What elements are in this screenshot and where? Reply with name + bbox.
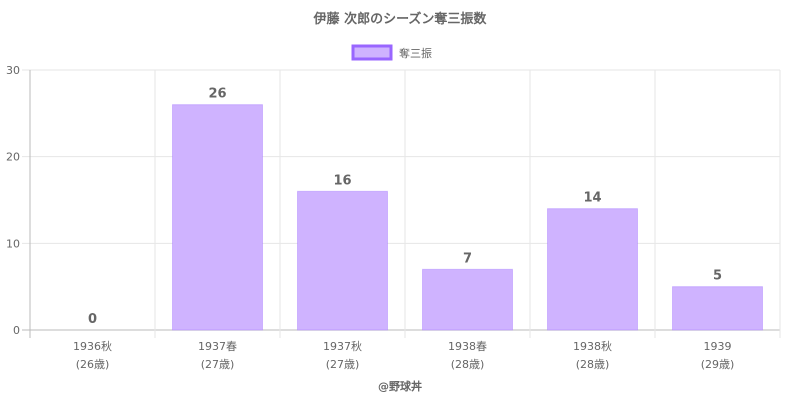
y-tick-label: 30 [6,64,20,77]
chart-title: 伊藤 次郎のシーズン奪三振数 [313,11,488,27]
x-tick-sublabel: (27歳) [201,358,235,371]
x-tick-sublabel: (26歳) [76,358,110,371]
x-tick-sublabel: (28歳) [451,358,485,371]
bar [297,190,388,331]
bar [672,286,763,331]
legend-label: 奪三振 [399,46,432,60]
x-tick-sublabel: (28歳) [576,358,610,371]
x-tick-label: 1937秋 [323,339,362,353]
bars [172,104,763,331]
x-tick-label: 1938秋 [573,339,612,353]
data-label: 26 [208,87,226,102]
x-tick-label: 1937春 [198,340,237,353]
data-label: 0 [88,312,97,327]
legend[interactable]: 奪三振 [351,44,432,61]
credit: @野球丼 [378,379,422,393]
x-tick-label: 1939 [704,340,732,353]
y-tick-label: 0 [13,324,20,337]
bar [172,104,263,331]
x-tick-label: 1938春 [448,340,487,353]
data-label: 7 [463,251,472,266]
y-tick-label: 10 [6,237,20,250]
data-label: 14 [583,191,601,206]
data-label: 5 [713,269,722,284]
legend-swatch [351,44,393,61]
x-tick-label: 1936秋 [73,339,112,353]
labels: 0 10 20 30 0 1936秋 (26歳) 26 1937春 (27歳) 16 1937秋 (27… [6,64,734,371]
x-tick-sublabel: (29歳) [701,358,735,371]
data-label: 16 [333,173,351,188]
x-tick-sublabel: (27歳) [326,358,360,371]
bar [547,208,638,331]
bar [422,268,513,331]
grid [22,69,781,338]
y-tick-label: 20 [6,151,20,164]
